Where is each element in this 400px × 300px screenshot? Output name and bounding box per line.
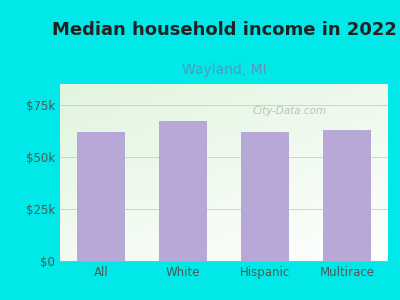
Bar (159, 122, 207, 261)
Text: Wayland, MI: Wayland, MI (182, 63, 266, 77)
Bar (241, 132, 289, 261)
Bar (323, 130, 371, 261)
Bar (77, 132, 125, 261)
Text: Median household income in 2022: Median household income in 2022 (52, 21, 396, 39)
Text: City-Data.com: City-Data.com (252, 106, 327, 116)
